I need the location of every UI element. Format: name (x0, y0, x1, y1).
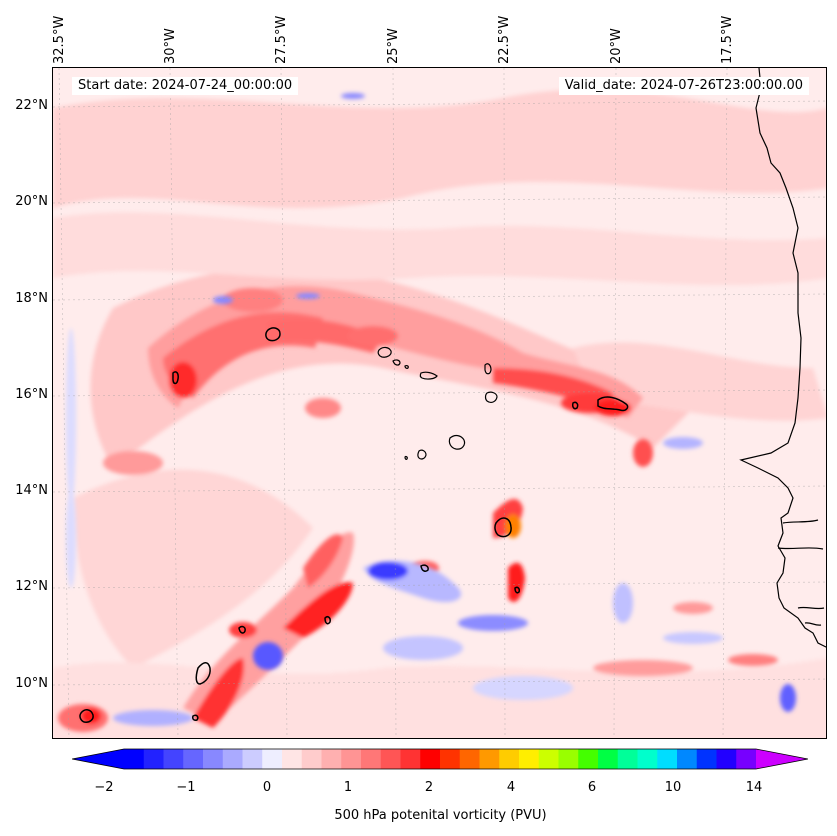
colorbar-segment (598, 749, 619, 769)
colorbar-tick: −1 (176, 780, 196, 795)
colorbar-segment (183, 749, 204, 769)
lon-label-30w: 30°W (163, 28, 178, 64)
colorbar-tick: 4 (506, 780, 516, 795)
colorbar-segment (282, 749, 303, 769)
colorbar-segment (440, 749, 461, 769)
colorbar-segment (143, 749, 164, 769)
start-date-label: Start date: 2024-07-24_00:00:00 (72, 77, 299, 95)
colorbar-outline (72, 748, 808, 770)
colorbar-tick: −2 (94, 780, 114, 795)
colorbar-segment (677, 749, 698, 769)
pv-south-filaments (58, 498, 778, 732)
lat-label-18n: 18°N (15, 291, 48, 306)
colorbar-segment (479, 749, 500, 769)
colorbar-tick: 0 (262, 780, 272, 795)
colorbar-label: 500 hPa potenital vorticity (PVU) (334, 808, 547, 823)
colorbar-segment (578, 749, 599, 769)
lon-label-25w: 25°W (386, 28, 401, 64)
lat-label-14n: 14°N (15, 483, 48, 498)
pv-negative-areas (66, 93, 796, 726)
colorbar-segment (736, 749, 757, 769)
colorbar-segment (222, 749, 243, 769)
lat-label-12n: 12°N (15, 579, 48, 594)
lon-label-27-5w: 27.5°W (274, 15, 289, 64)
pv-2pvu-contours (79, 327, 629, 723)
colorbar-segment (124, 749, 145, 769)
colorbar (72, 748, 808, 770)
colorbar-segment (321, 749, 342, 769)
colorbar-segment (163, 749, 184, 769)
africa-coastline (739, 68, 826, 648)
lon-label-17-5w: 17.5°W (720, 15, 735, 64)
colorbar-segment (519, 749, 540, 769)
valid-date-label: Valid_date: 2024-07-26T23:00:00.00 (558, 77, 809, 95)
colorbar-segment (242, 749, 263, 769)
lat-label-20n: 20°N (15, 194, 48, 209)
lat-label-10n: 10°N (15, 676, 48, 691)
colorbar-segment (301, 749, 322, 769)
colorbar-tick: 6 (587, 780, 597, 795)
colorbar-segment (380, 749, 401, 769)
gridlines (53, 68, 826, 738)
colorbar-segment (361, 749, 382, 769)
map-panel (52, 67, 827, 739)
colorbar-segment (262, 749, 283, 769)
colorbar-segment (617, 749, 638, 769)
colorbar-segment (716, 749, 737, 769)
lat-label-22n: 22°N (15, 98, 48, 113)
colorbar-tick: 1 (343, 780, 353, 795)
colorbar-segment (203, 749, 224, 769)
colorbar-segment (657, 749, 678, 769)
pv-field (53, 68, 826, 738)
lon-label-22-5w: 22.5°W (497, 15, 512, 64)
colorbar-segment (637, 749, 658, 769)
colorbar-segment (400, 749, 421, 769)
colorbar-extend-max (756, 749, 808, 769)
colorbar-segment (499, 749, 520, 769)
colorbar-tick: 2 (424, 780, 434, 795)
colorbar-segment (558, 749, 579, 769)
colorbar-extend-min (72, 749, 124, 769)
colorbar-tick: 10 (664, 780, 682, 795)
colorbar-segment (538, 749, 559, 769)
colorbar-segment (459, 749, 480, 769)
lat-label-16n: 16°N (15, 387, 48, 402)
colorbar-segment (420, 749, 441, 769)
colorbar-segment (341, 749, 362, 769)
colorbar-segment (696, 749, 717, 769)
cape-verde-islands (377, 346, 498, 460)
colorbar-tick: 14 (745, 780, 763, 795)
lon-label-20w: 20°W (609, 28, 624, 64)
lon-label-32-5w: 32.5°W (52, 15, 67, 64)
pv-north-arc (103, 286, 653, 475)
